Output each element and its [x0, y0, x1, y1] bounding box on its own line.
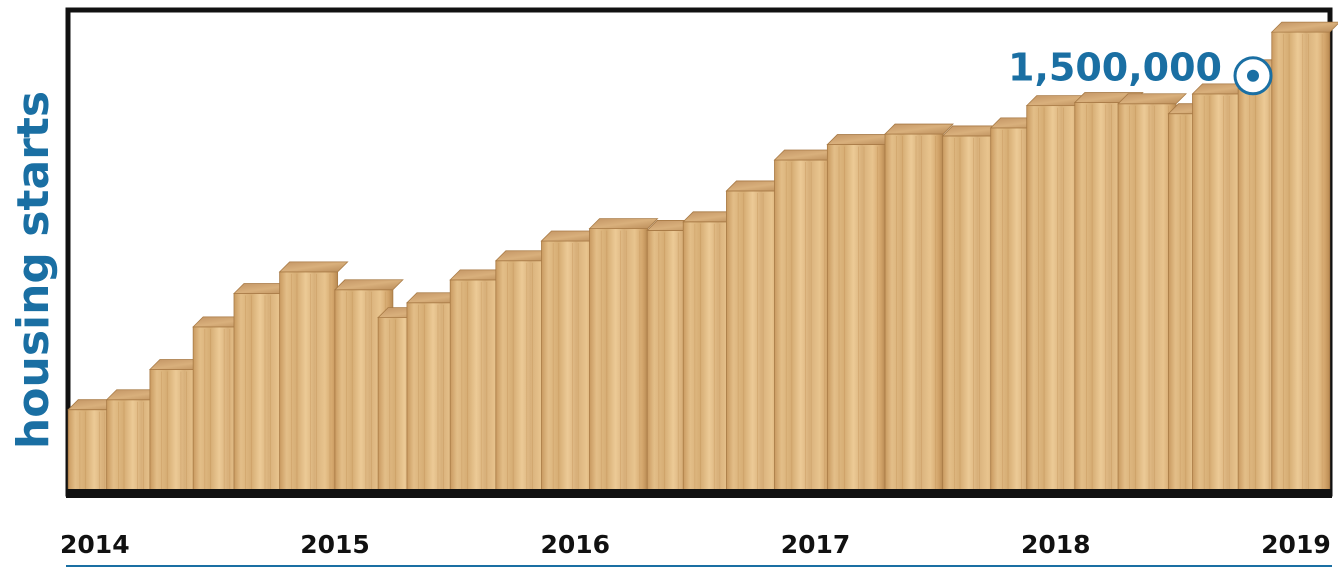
- x-tick-label: 2014: [60, 530, 130, 559]
- x-tick-label: 2018: [1021, 530, 1091, 559]
- bar: [279, 271, 339, 491]
- baseline: [66, 489, 1332, 498]
- bar-cap: [278, 261, 349, 273]
- bar: [884, 133, 944, 491]
- bar: [1271, 31, 1331, 491]
- x-tick-label: 2015: [300, 530, 370, 559]
- bar: [1117, 103, 1177, 491]
- bar-cap: [588, 218, 659, 230]
- bar: [589, 228, 648, 491]
- bar-cap: [884, 123, 954, 135]
- x-tick-label: 2019: [1261, 530, 1331, 559]
- x-tick-label: 2016: [540, 530, 610, 559]
- bar-cap: [1270, 21, 1338, 33]
- x-tick-label: 2017: [781, 530, 851, 559]
- y-axis-label: housing starts: [8, 91, 59, 449]
- bar-cap: [1117, 93, 1187, 105]
- annotation-dot: [1247, 69, 1259, 82]
- annotation: 1,500,000: [1008, 45, 1222, 89]
- bar: [774, 159, 833, 491]
- bar: [826, 144, 886, 491]
- bar-cap: [333, 279, 404, 291]
